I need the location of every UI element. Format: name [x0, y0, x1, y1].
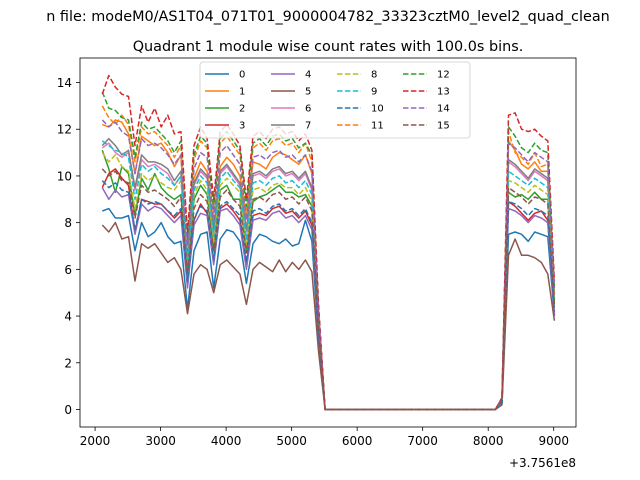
- x-tick-label: 8000: [473, 434, 504, 448]
- legend-frame: [199, 61, 471, 139]
- x-offset-label: +3.7561e8: [509, 456, 576, 470]
- legend-label-10: 10: [371, 104, 384, 115]
- legend-label-14: 14: [437, 104, 450, 115]
- legend-label-11: 11: [371, 121, 384, 132]
- x-tick-label: 5000: [276, 434, 307, 448]
- plot-frame: [79, 57, 577, 428]
- y-tick-label: 14: [57, 76, 72, 90]
- legend-label-8: 8: [371, 70, 377, 81]
- y-tick-label: 12: [57, 123, 72, 137]
- x-tick-label: 3000: [145, 434, 176, 448]
- legend-label-6: 6: [305, 104, 311, 115]
- series-layer: [101, 74, 556, 411]
- y-tick-label: 0: [64, 403, 72, 417]
- x-tick-label: 9000: [538, 434, 569, 448]
- tick-layer: 2000 3000 4000 5000 6000 7000 8000 9000 0 2 4 6 8 10 1…: [57, 76, 569, 448]
- y-tick-label: 4: [64, 310, 72, 324]
- x-tick-label: 6000: [342, 434, 373, 448]
- y-tick-label: 10: [57, 169, 72, 183]
- legend-label-15: 15: [437, 121, 450, 132]
- legend-label-4: 4: [305, 70, 311, 81]
- legend-label-2: 2: [239, 104, 245, 115]
- legend-label-7: 7: [305, 121, 311, 132]
- series-line-15: [101, 168, 556, 411]
- y-tick-label: 8: [64, 216, 72, 230]
- x-tick-label: 2000: [80, 434, 111, 448]
- x-tick-label: 7000: [407, 434, 438, 448]
- legend-label-3: 3: [239, 121, 245, 132]
- legend-label-9: 9: [371, 87, 377, 98]
- legend-label-1: 1: [239, 87, 245, 98]
- series-line-8: [101, 152, 556, 411]
- legend-label-5: 5: [305, 87, 311, 98]
- y-tick-label: 6: [64, 263, 72, 277]
- legend-label-13: 13: [437, 87, 450, 98]
- y-tick-label: 2: [64, 356, 72, 370]
- series-line-5: [101, 221, 556, 411]
- series-line-14: [101, 119, 556, 411]
- figure-suptitle: n file: modeM0/AS1T04_071T01_9000004782_…: [46, 9, 610, 25]
- legend-label-12: 12: [437, 70, 450, 81]
- legend-label-0: 0: [239, 70, 245, 81]
- chart-title: Quadrant 1 module wise count rates with …: [133, 39, 524, 55]
- x-tick-label: 4000: [211, 434, 242, 448]
- series-line-13: [101, 74, 556, 411]
